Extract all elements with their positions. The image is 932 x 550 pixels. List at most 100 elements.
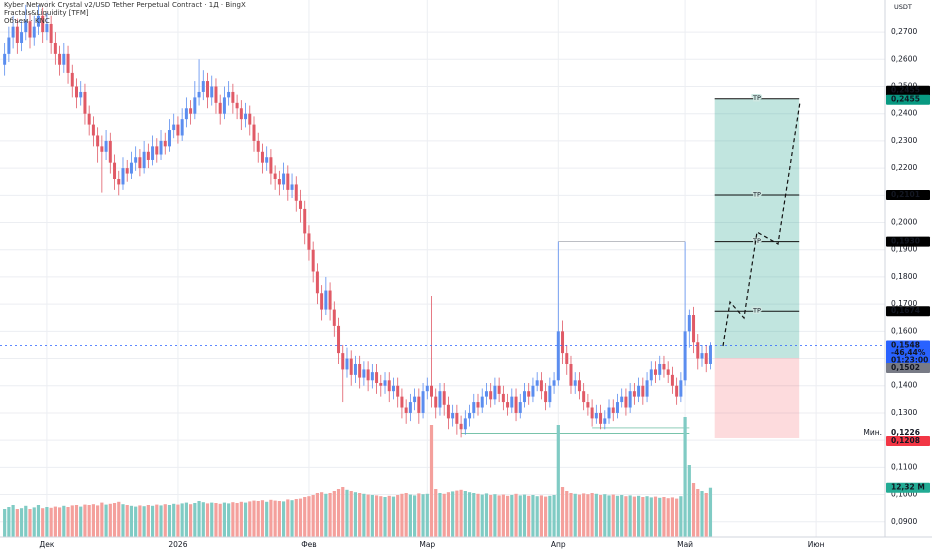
candle-body: [552, 380, 556, 386]
volume-bar: [463, 491, 467, 537]
candles: [3, 4, 712, 438]
candle-body: [590, 407, 594, 419]
candle-body: [518, 402, 522, 413]
candle-body: [459, 423, 463, 430]
currency-label[interactable]: USDT: [894, 3, 912, 11]
volume-bar: [510, 495, 514, 537]
candle-body: [167, 130, 171, 147]
volume-bar: [658, 497, 662, 537]
volume-bar: [104, 504, 108, 537]
candle-body: [408, 402, 412, 413]
volume-bar: [3, 509, 7, 537]
grid: [0, 0, 885, 537]
candle-body: [607, 407, 611, 419]
x-tick-label: 2026: [168, 540, 187, 549]
price-flag: [886, 190, 930, 201]
volume-bar: [374, 495, 379, 537]
volume-bar: [704, 493, 708, 537]
volume-bar: [286, 499, 290, 537]
volume-bar: [590, 493, 594, 537]
volume-bar: [269, 499, 273, 537]
candle-body: [561, 331, 565, 354]
volume-bar: [112, 503, 117, 537]
y-tick-label: 0,1100: [891, 462, 917, 471]
candle-body: [227, 91, 231, 98]
volume-bar: [666, 498, 670, 537]
volume-bar: [429, 425, 434, 537]
candle-body: [201, 81, 205, 92]
volume-bar: [320, 492, 324, 537]
volume-bar: [556, 425, 560, 537]
candle-body: [434, 396, 438, 408]
candle-body: [510, 396, 514, 408]
volume-bar: [472, 493, 476, 537]
volume-bar: [696, 489, 700, 537]
candle-body: [548, 385, 552, 403]
candle-body: [252, 124, 256, 141]
candle-body: [442, 391, 446, 405]
volume-bar: [214, 503, 218, 537]
candle-body: [79, 91, 83, 98]
volume-bar: [87, 505, 91, 537]
candle-body: [692, 315, 696, 343]
volume-bar: [62, 505, 66, 537]
y-tick-label: 0,1400: [891, 381, 917, 390]
levels: [461, 241, 690, 434]
candle-body: [628, 391, 632, 408]
candle-body: [506, 402, 510, 408]
candle-body: [345, 358, 349, 370]
volume-bar: [184, 502, 188, 537]
volume-bar: [586, 494, 590, 537]
candle-body: [700, 353, 704, 359]
candle-body: [582, 391, 586, 403]
price-flag: [886, 306, 930, 317]
volume-bar: [176, 504, 180, 537]
price-flag-label: 0,1930: [891, 237, 920, 246]
candle-body: [391, 385, 395, 392]
volume-bar: [548, 495, 552, 537]
volume-bar: [248, 501, 252, 537]
volume-bar: [227, 503, 231, 537]
candle-body: [349, 358, 353, 375]
volume-bar: [311, 495, 315, 537]
x-tick-label: Фев: [301, 540, 317, 549]
candle-body: [417, 396, 421, 413]
volume-bar: [501, 494, 505, 537]
candle-body: [176, 124, 180, 136]
volume-bar: [74, 505, 79, 537]
low-mark-name: Мин.: [863, 428, 882, 437]
volume-bar: [32, 507, 36, 537]
candle-body: [708, 345, 712, 364]
candle-body: [455, 412, 459, 424]
target-label: TP: [752, 237, 761, 245]
candle-body: [472, 402, 476, 413]
price-flag-label: 0,1674: [891, 306, 920, 315]
candle-body: [24, 21, 28, 33]
volume-bar: [396, 495, 400, 537]
candle-body: [235, 102, 239, 109]
y-tick-label: 0,1700: [891, 299, 917, 308]
candle-body: [704, 353, 708, 364]
candle-body: [189, 108, 193, 114]
candle-body: [675, 385, 679, 397]
volume-bar: [708, 487, 713, 537]
candle-body: [66, 53, 70, 73]
volume-bar: [205, 503, 210, 537]
candle-body: [117, 179, 121, 185]
volume-bar: [370, 495, 374, 537]
candle-body: [256, 140, 260, 152]
volume-bar: [332, 491, 336, 537]
price-flag-label: 0,1226: [891, 428, 920, 437]
volume-bar: [615, 495, 620, 537]
x-tick-label: Дек: [39, 540, 54, 549]
volume-bar: [53, 506, 57, 537]
volume-bar: [607, 495, 611, 537]
volume-bar: [197, 501, 201, 537]
target-label: TP: [752, 191, 761, 199]
volume-bar: [628, 495, 632, 537]
y-tick-label: 0,0900: [891, 517, 917, 526]
candle-body: [239, 108, 243, 120]
position-tool: TP TP TP TP: [714, 93, 800, 438]
volume-bar: [7, 507, 11, 537]
volume-bar: [417, 493, 421, 537]
